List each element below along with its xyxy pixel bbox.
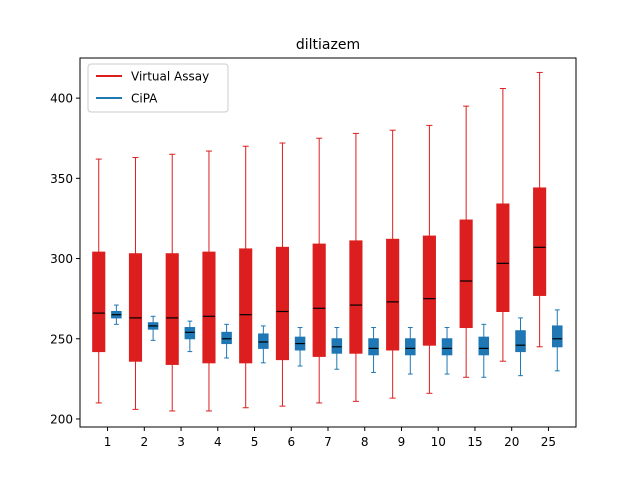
x-tick-label: 4	[214, 435, 222, 449]
box-virtual-assay-3	[165, 153, 179, 412]
box-virtual-assay-8	[349, 132, 363, 402]
box-virtual-assay-25	[533, 71, 547, 348]
box-cipa-4	[221, 323, 232, 359]
legend-label: Virtual Assay	[131, 70, 209, 84]
box-cipa-3	[184, 320, 196, 353]
box-body	[331, 338, 343, 354]
box-virtual-assay-15	[459, 105, 473, 378]
box-body	[405, 338, 416, 356]
box-body	[368, 338, 379, 356]
box-cipa-5	[258, 325, 269, 364]
box-body	[551, 325, 563, 348]
box-cipa-1	[111, 304, 122, 325]
y-tick-label: 200	[50, 412, 73, 426]
box-virtual-assay-20	[496, 87, 510, 362]
box-body	[515, 330, 526, 353]
box-body	[184, 327, 196, 340]
x-tick-label: 10	[431, 435, 446, 449]
box-cipa-9	[405, 327, 416, 375]
box-body	[459, 219, 473, 329]
y-tick-label: 250	[50, 332, 73, 346]
x-tick-label: 25	[541, 435, 556, 449]
box-virtual-assay-4	[202, 150, 216, 412]
box-virtual-assay-7	[312, 137, 326, 404]
x-tick-label: 20	[504, 435, 519, 449]
box-body	[349, 240, 363, 354]
box-cipa-6	[294, 327, 306, 367]
box-cipa-25	[551, 309, 563, 372]
box-body	[258, 333, 269, 349]
plot-area	[92, 71, 563, 412]
box-body	[128, 253, 143, 362]
box-body	[496, 203, 510, 312]
x-tick-label: 2	[140, 435, 148, 449]
x-tick-label: 5	[251, 435, 259, 449]
box-cipa-15	[478, 323, 490, 378]
box-virtual-assay-1	[92, 158, 106, 404]
x-tick-label: 8	[361, 435, 369, 449]
box-virtual-assay-10	[422, 124, 436, 394]
box-body	[239, 248, 253, 364]
box-virtual-assay-9	[386, 129, 400, 399]
box-virtual-assay-6	[275, 142, 290, 407]
box-cipa-2	[147, 315, 159, 341]
box-cipa-8	[368, 327, 379, 373]
box-body	[386, 238, 400, 351]
box-body	[92, 251, 106, 353]
box-body	[533, 187, 547, 296]
box-cipa-7	[331, 327, 343, 370]
box-body	[165, 253, 179, 365]
x-tick-label: 15	[467, 435, 482, 449]
box-body	[221, 331, 232, 345]
box-cipa-20	[515, 317, 526, 377]
x-tick-label: 7	[324, 435, 332, 449]
box-virtual-assay-2	[128, 156, 143, 410]
chart-title: diltiazem	[296, 37, 360, 53]
box-body	[422, 235, 436, 346]
y-tick-label: 400	[50, 92, 73, 106]
y-tick-label: 350	[50, 172, 73, 186]
box-body	[275, 246, 290, 361]
x-tick-label: 6	[287, 435, 295, 449]
x-tick-label: 3	[177, 435, 185, 449]
legend: Virtual Assay CiPA	[87, 63, 229, 113]
box-body	[312, 243, 326, 357]
legend-label: CiPA	[131, 92, 158, 106]
legend-frame	[87, 63, 229, 113]
y-tick-label: 300	[50, 252, 73, 266]
x-tick-label: 9	[398, 435, 406, 449]
box-virtual-assay-5	[239, 145, 253, 409]
box-body	[202, 251, 216, 364]
box-body	[478, 336, 490, 356]
box-body	[441, 338, 453, 356]
axes: 200 250 300 350 400 1 2 3 4 5 6 7 8 9 10 15 20 25	[50, 92, 556, 449]
box-cipa-10	[441, 327, 453, 375]
x-tick-label: 1	[104, 435, 112, 449]
